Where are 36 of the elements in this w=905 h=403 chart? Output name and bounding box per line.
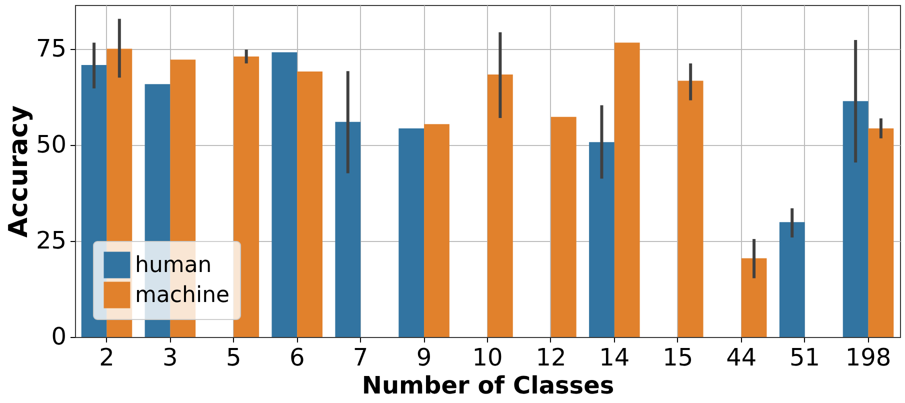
bar <box>678 80 704 337</box>
x-tick-label: 2 <box>99 344 114 372</box>
bar <box>550 116 576 337</box>
bar <box>842 101 868 337</box>
y-tick-label: 25 <box>36 226 66 254</box>
y-axis-title: Accuracy <box>4 105 34 238</box>
x-tick-label: 6 <box>289 344 305 372</box>
bar <box>398 128 424 337</box>
x-tick-label: 10 <box>472 344 503 372</box>
legend-label: machine <box>135 283 230 308</box>
x-tick-label: 12 <box>536 344 566 372</box>
bar <box>234 56 260 337</box>
bar <box>614 42 640 337</box>
bar <box>424 124 450 337</box>
x-tick-label: 5 <box>226 344 242 372</box>
bar <box>779 222 805 337</box>
bar <box>589 142 614 337</box>
x-tick-label: 51 <box>790 344 820 372</box>
bar <box>335 122 361 337</box>
x-tick-label: 14 <box>599 344 630 372</box>
x-tick-label: 198 <box>845 344 892 372</box>
x-tick-label: 44 <box>726 344 757 372</box>
bar <box>297 71 322 337</box>
legend-label: human <box>135 253 212 278</box>
bar <box>272 52 298 337</box>
y-tick-label: 50 <box>36 130 66 158</box>
x-axis-title: Number of Classes <box>362 372 614 400</box>
x-tick-label: 7 <box>352 344 368 372</box>
bar <box>488 74 513 337</box>
y-tick-label: 75 <box>36 34 66 62</box>
x-tick-label: 3 <box>162 344 178 372</box>
x-tick-label: 9 <box>416 344 432 372</box>
x-tick-label: 15 <box>662 344 694 372</box>
y-tick-label: 0 <box>51 322 66 350</box>
bar <box>868 128 894 337</box>
bar <box>741 258 767 337</box>
